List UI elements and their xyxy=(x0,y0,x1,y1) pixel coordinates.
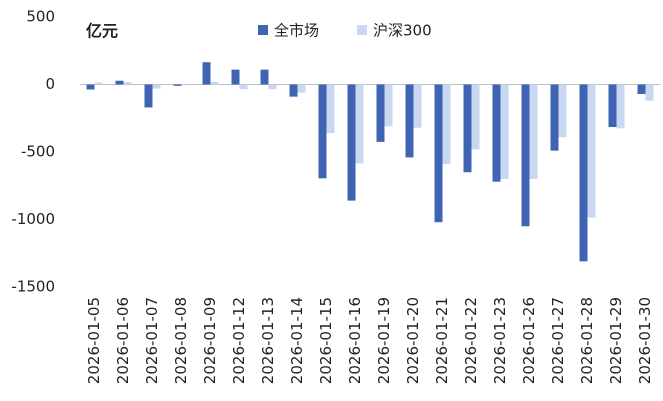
x-tick-label: 2026-01-20 xyxy=(404,297,422,384)
bar xyxy=(558,84,567,138)
y-tick-label: 0 xyxy=(45,75,55,93)
y-axis-unit: 亿元 xyxy=(86,22,118,41)
bar xyxy=(442,84,451,165)
bar xyxy=(231,69,240,85)
bar xyxy=(260,69,269,85)
x-tick-label: 2026-01-09 xyxy=(201,297,219,384)
bar xyxy=(86,84,95,90)
bar xyxy=(318,84,327,179)
x-tick-label: 2026-01-14 xyxy=(288,297,306,384)
bar xyxy=(268,84,277,90)
x-tick-label: 2026-01-16 xyxy=(346,297,364,384)
x-tick-label: 2026-01-07 xyxy=(143,297,161,384)
y-tick-label: -500 xyxy=(21,143,55,161)
x-tick-label: 2026-01-21 xyxy=(433,297,451,384)
x-tick-label: 2026-01-19 xyxy=(375,297,393,384)
bar xyxy=(492,84,501,182)
bar xyxy=(297,84,306,93)
x-tick-label: 2026-01-30 xyxy=(636,297,654,384)
y-tick-label: -1500 xyxy=(11,278,55,296)
x-tick-label: 2026-01-05 xyxy=(85,297,103,384)
bar xyxy=(579,84,588,262)
y-tick-label: 500 xyxy=(26,8,55,26)
x-tick-label: 2026-01-06 xyxy=(114,297,132,384)
legend-swatch xyxy=(357,25,367,35)
x-tick-label: 2026-01-12 xyxy=(230,297,248,384)
bar xyxy=(434,84,443,223)
bar xyxy=(500,84,509,179)
x-tick-label: 2026-01-22 xyxy=(462,297,480,384)
x-tick-label: 2026-01-27 xyxy=(549,297,567,384)
x-tick-label: 2026-01-13 xyxy=(259,297,277,384)
x-tick-label: 2026-01-15 xyxy=(317,297,335,384)
bar xyxy=(144,84,153,108)
bar xyxy=(616,84,625,129)
bar xyxy=(405,84,414,158)
bar xyxy=(608,84,617,128)
bar xyxy=(202,62,211,85)
bar xyxy=(355,84,364,164)
bar xyxy=(210,81,219,85)
bar xyxy=(384,84,393,127)
bar xyxy=(115,80,124,85)
legend-label: 全市场 xyxy=(274,22,319,40)
legend-label: 沪深300 xyxy=(373,22,432,40)
y-tick-label: -1000 xyxy=(11,210,55,228)
x-tick-label: 2026-01-26 xyxy=(520,297,538,384)
bar xyxy=(239,84,248,90)
bar xyxy=(173,84,182,86)
bar xyxy=(550,84,559,151)
bar xyxy=(326,84,335,134)
legend-swatch xyxy=(258,25,268,35)
x-tick-label: 2026-01-08 xyxy=(172,297,190,384)
bar xyxy=(463,84,472,173)
bar xyxy=(529,84,538,179)
bar xyxy=(587,84,596,218)
bar xyxy=(94,82,103,85)
bar xyxy=(347,84,356,201)
bar xyxy=(181,84,190,86)
x-tick-label: 2026-01-28 xyxy=(578,297,596,384)
bar xyxy=(376,84,385,142)
bar xyxy=(152,84,161,89)
bar xyxy=(645,84,654,101)
bar xyxy=(471,84,480,150)
bar xyxy=(413,84,422,128)
bar xyxy=(289,84,298,97)
bar xyxy=(123,82,132,85)
bar xyxy=(521,84,530,227)
bar xyxy=(637,84,646,94)
x-tick-label: 2026-01-23 xyxy=(491,297,509,384)
x-tick-label: 2026-01-29 xyxy=(607,297,625,384)
